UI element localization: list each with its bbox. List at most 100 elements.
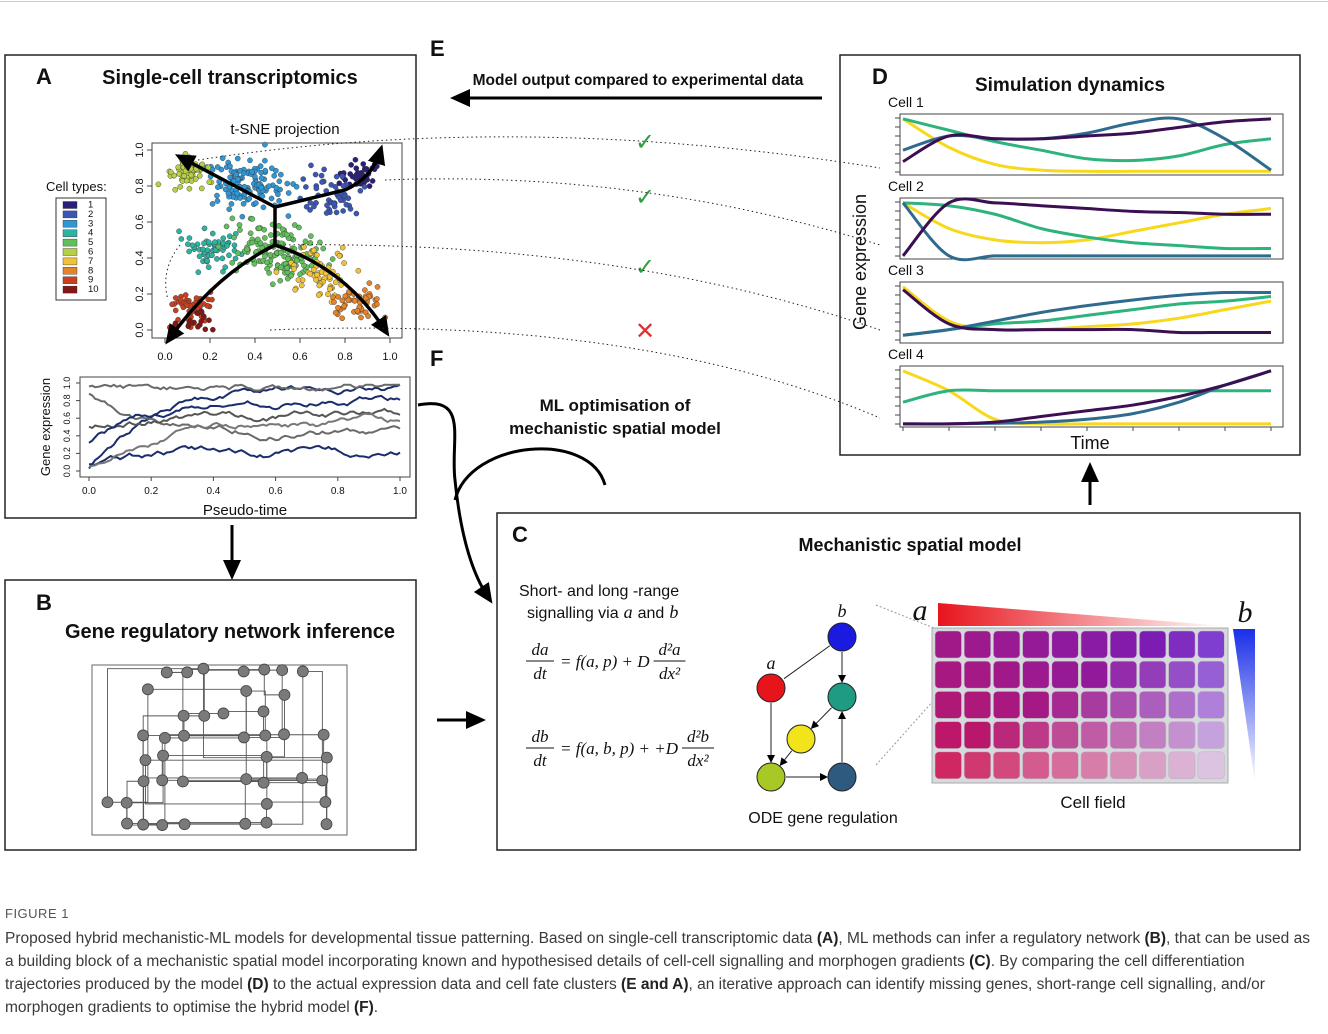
- scatter-dot: [303, 239, 308, 244]
- network-node: [138, 819, 149, 830]
- panel-label: C: [512, 522, 528, 547]
- scatter-dot: [303, 184, 308, 189]
- scatter-dot: [268, 232, 273, 237]
- scatter-dot: [184, 178, 189, 183]
- scatter-dot: [267, 270, 272, 275]
- equation-part: dt: [533, 664, 548, 683]
- field-cell: [1169, 661, 1196, 688]
- field-cell: [964, 722, 991, 749]
- scatter-dot: [340, 174, 345, 179]
- field-cell: [964, 691, 991, 718]
- scatter-dot: [229, 201, 234, 206]
- scatter-dot: [182, 173, 187, 178]
- network-node: [238, 732, 249, 743]
- scatter-dot: [296, 277, 301, 282]
- scatter-dot: [205, 258, 210, 263]
- scatter-dot: [194, 295, 199, 300]
- scatter-dot: [224, 243, 229, 248]
- field-cell: [993, 631, 1020, 658]
- y-tick-label: 0.6: [62, 412, 72, 425]
- scatter-dot: [299, 283, 304, 288]
- network-frame: [92, 665, 347, 835]
- network-node: [102, 797, 113, 808]
- legend-title: Cell types:: [46, 179, 107, 194]
- scatter-dot: [255, 237, 260, 242]
- scatter-dot: [272, 173, 277, 178]
- scatter-dot: [253, 200, 258, 205]
- scatter-dot: [259, 176, 264, 181]
- scatter-dot: [184, 303, 189, 308]
- panel-title: Simulation dynamics: [975, 75, 1165, 96]
- network-node: [199, 710, 210, 721]
- field-cell: [935, 661, 962, 688]
- scatter-dot: [374, 302, 379, 307]
- scatter-dot: [349, 162, 354, 167]
- comparison-link: [385, 179, 880, 245]
- scatter-dot: [333, 310, 338, 315]
- field-cell: [1023, 661, 1050, 688]
- scatter-dot: [330, 256, 335, 261]
- scatter-dot: [316, 292, 321, 297]
- field-cell: [935, 752, 962, 779]
- y-tick-label: 0.4: [62, 430, 72, 443]
- network-node: [277, 665, 288, 676]
- description-part: a: [624, 602, 633, 622]
- field-cell: [1110, 661, 1137, 688]
- scatter-dot: [284, 232, 289, 237]
- scatter-dot: [362, 184, 367, 189]
- scatter-dot: [169, 302, 174, 307]
- scatter-dot: [304, 204, 309, 209]
- scatter-dot: [311, 248, 316, 253]
- scatter-dot: [350, 174, 355, 179]
- scatter-dot: [173, 187, 178, 192]
- field-cell: [1110, 631, 1137, 658]
- field-cell: [1139, 722, 1166, 749]
- legend-swatch: [63, 230, 77, 237]
- scatter-dot: [269, 196, 274, 201]
- caption-segment: (B): [1145, 930, 1167, 947]
- scatter-dot: [262, 227, 267, 232]
- scatter-dot: [201, 314, 206, 319]
- network-node: [161, 667, 172, 678]
- scatter-dot: [214, 256, 219, 261]
- equation-part: dx²: [659, 664, 681, 683]
- scatter-dot: [230, 216, 235, 221]
- axis-label: Time: [1070, 433, 1109, 453]
- scatter-dot: [322, 167, 327, 172]
- figure-label: FIGURE 1: [5, 902, 1321, 925]
- scatter-dot: [235, 156, 240, 161]
- scatter-dot: [195, 324, 200, 329]
- scatter-dot: [285, 181, 290, 186]
- x-tick-label: 0.6: [292, 351, 307, 363]
- scatter-dot: [183, 292, 188, 297]
- scatter-dot: [365, 314, 370, 319]
- scatter-dot: [184, 164, 189, 169]
- scatter-dot: [248, 231, 253, 236]
- gene-node: [828, 683, 856, 711]
- field-cell: [964, 752, 991, 779]
- scatter-dot: [297, 272, 302, 277]
- legend-swatch: [63, 239, 77, 246]
- scatter-dot: [249, 169, 254, 174]
- x-tick-label: 0.8: [331, 486, 345, 497]
- y-tick-label: 0.8: [62, 394, 72, 407]
- network-node: [260, 730, 271, 741]
- field-cell: [1081, 691, 1108, 718]
- scatter-dot: [313, 277, 318, 282]
- scatter-dot: [185, 242, 190, 247]
- legend-swatch: [63, 258, 77, 265]
- network-node: [122, 818, 133, 829]
- scatter-dot: [259, 185, 264, 190]
- scatter-dot: [209, 253, 214, 258]
- network-edge: [264, 783, 326, 802]
- optimisation-arrow: [418, 404, 488, 597]
- scatter-dot: [232, 243, 237, 248]
- field-cell: [1169, 722, 1196, 749]
- scatter-dot: [308, 271, 313, 276]
- comparison-link: [198, 137, 880, 168]
- scatter-dot: [209, 297, 214, 302]
- equation-part: da: [532, 640, 549, 659]
- equation-part: db: [532, 727, 549, 746]
- scatter-dot: [321, 246, 326, 251]
- network-node: [142, 684, 153, 695]
